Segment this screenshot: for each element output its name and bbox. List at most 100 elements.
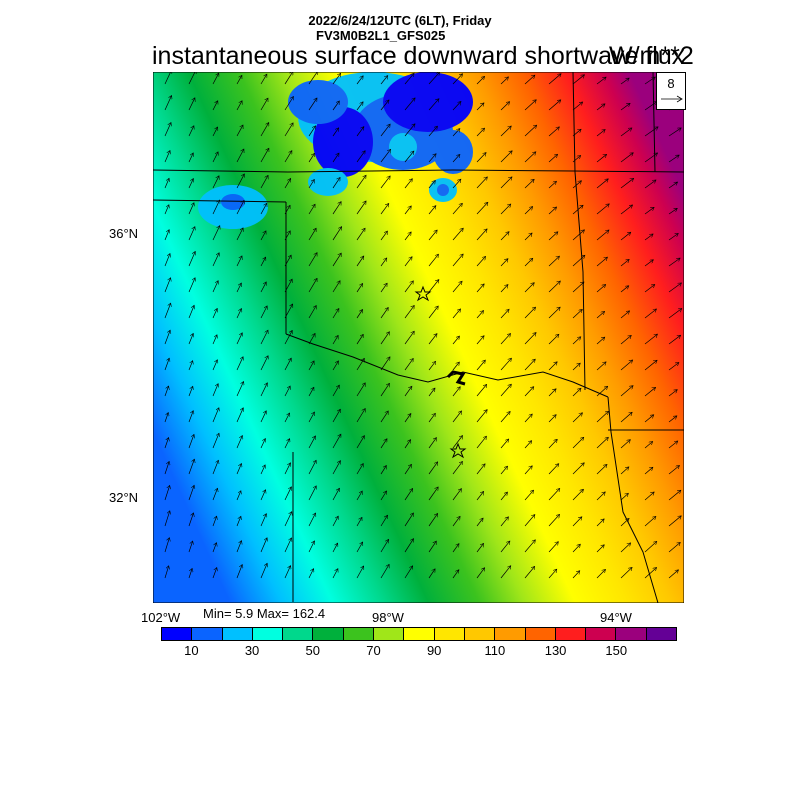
wind-arrow <box>284 279 292 293</box>
wind-arrow <box>188 179 193 189</box>
wind-arrow <box>164 123 171 137</box>
wind-arrow <box>332 309 340 319</box>
wind-arrow <box>596 337 605 345</box>
wind-arrow <box>236 149 244 163</box>
wind-arrow <box>452 570 459 579</box>
wind-arrow <box>380 76 388 85</box>
wind-arrow <box>164 413 168 423</box>
wind-arrow <box>284 330 292 345</box>
wind-arrow <box>236 516 241 527</box>
wind-arrow <box>308 513 316 527</box>
wind-arrow <box>260 330 268 345</box>
wind-arrow <box>500 177 512 189</box>
wind-arrow <box>332 177 340 189</box>
wind-arrow <box>572 309 582 319</box>
wind-arrow <box>596 179 608 189</box>
wind-arrow <box>620 286 629 293</box>
wind-arrow <box>332 361 339 371</box>
colorbar-swatch <box>252 628 284 640</box>
wind-arrow <box>452 489 462 501</box>
wind-arrow <box>380 515 388 527</box>
wind-arrow <box>188 153 193 163</box>
wind-arrow <box>404 331 414 345</box>
wind-arrow <box>308 72 318 85</box>
wind-arrow <box>404 440 411 449</box>
wind-arrow <box>572 255 585 267</box>
wind-arrow <box>428 180 435 189</box>
wind-arrow <box>500 566 511 579</box>
wind-arrow <box>164 151 170 163</box>
wind-arrow <box>236 541 242 553</box>
wind-arrow <box>596 519 604 527</box>
lat-label-32: 32°N <box>109 490 139 505</box>
wind-arrow <box>404 566 413 579</box>
map-plot[interactable] <box>153 72 684 603</box>
wind-arrow <box>212 408 219 423</box>
wind-arrow <box>212 335 217 345</box>
colorbar-tick-label: 90 <box>426 643 442 658</box>
wind-arrow <box>476 202 488 215</box>
wind-arrow <box>260 282 266 293</box>
wind-arrow <box>284 151 293 163</box>
wind-arrow <box>644 309 657 319</box>
wind-arrow <box>644 387 656 397</box>
wind-arrow <box>452 544 459 553</box>
wind-arrow <box>164 566 169 579</box>
colorbar-swatch <box>616 628 647 640</box>
wind-arrow <box>668 128 681 137</box>
wind-arrow <box>668 208 677 215</box>
wind-arrow <box>500 334 511 345</box>
wind-arrow <box>644 442 653 449</box>
wind-arrow <box>668 335 681 345</box>
wind-arrow <box>284 538 292 553</box>
wind-arrow <box>452 101 461 111</box>
wind-arrow <box>572 437 584 449</box>
wind-arrow <box>236 436 242 449</box>
wind-arrow <box>644 568 657 579</box>
wind-arrow <box>428 126 438 137</box>
wind-arrow <box>524 359 535 371</box>
wind-arrow <box>500 358 512 371</box>
wind-arrow <box>644 467 653 475</box>
wind-arrow <box>212 360 217 371</box>
wind-arrow <box>524 125 537 137</box>
wind-arrow <box>452 129 460 137</box>
wind-arrow <box>164 303 171 319</box>
wind-arrow <box>236 75 242 85</box>
wind-arrow <box>500 102 510 111</box>
wind-arrow <box>380 100 389 111</box>
wind-arrow <box>308 541 315 553</box>
wind-arrow <box>212 568 217 579</box>
wind-arrow <box>428 569 435 579</box>
wind-arrow <box>644 180 656 189</box>
wind-arrow <box>500 411 510 423</box>
wind-arrow <box>380 357 390 371</box>
wind-arrow <box>164 254 170 267</box>
river-marker <box>446 370 466 386</box>
wind-arrow <box>284 463 291 475</box>
wind-arrow <box>596 311 605 319</box>
colorbar-swatch <box>434 628 465 640</box>
wind-arrow <box>236 464 242 475</box>
wind-arrow <box>524 333 536 345</box>
wind-arrow <box>212 384 218 397</box>
wind-arrow <box>620 103 630 111</box>
wind-arrow <box>668 258 680 267</box>
wind-arrow <box>332 385 339 397</box>
wind-arrow <box>500 285 508 293</box>
model-name: FV3M0B2L1_GFS025 <box>316 28 446 43</box>
wind-arrow <box>164 205 169 215</box>
wind-arrow <box>332 202 341 215</box>
wind-arrow <box>548 181 557 189</box>
wind-arrow <box>644 260 653 267</box>
wind-arrow <box>356 383 366 397</box>
lon-label-98: 98°W <box>372 610 404 625</box>
wind-arrow <box>620 440 630 449</box>
wind-arrow <box>308 436 316 449</box>
cloud-cover <box>198 72 473 229</box>
wind-arrow <box>236 565 242 579</box>
wind-arrow <box>164 438 169 449</box>
wind-arrow <box>356 102 363 111</box>
wind-arrow <box>524 441 532 449</box>
wind-arrow <box>404 488 413 501</box>
